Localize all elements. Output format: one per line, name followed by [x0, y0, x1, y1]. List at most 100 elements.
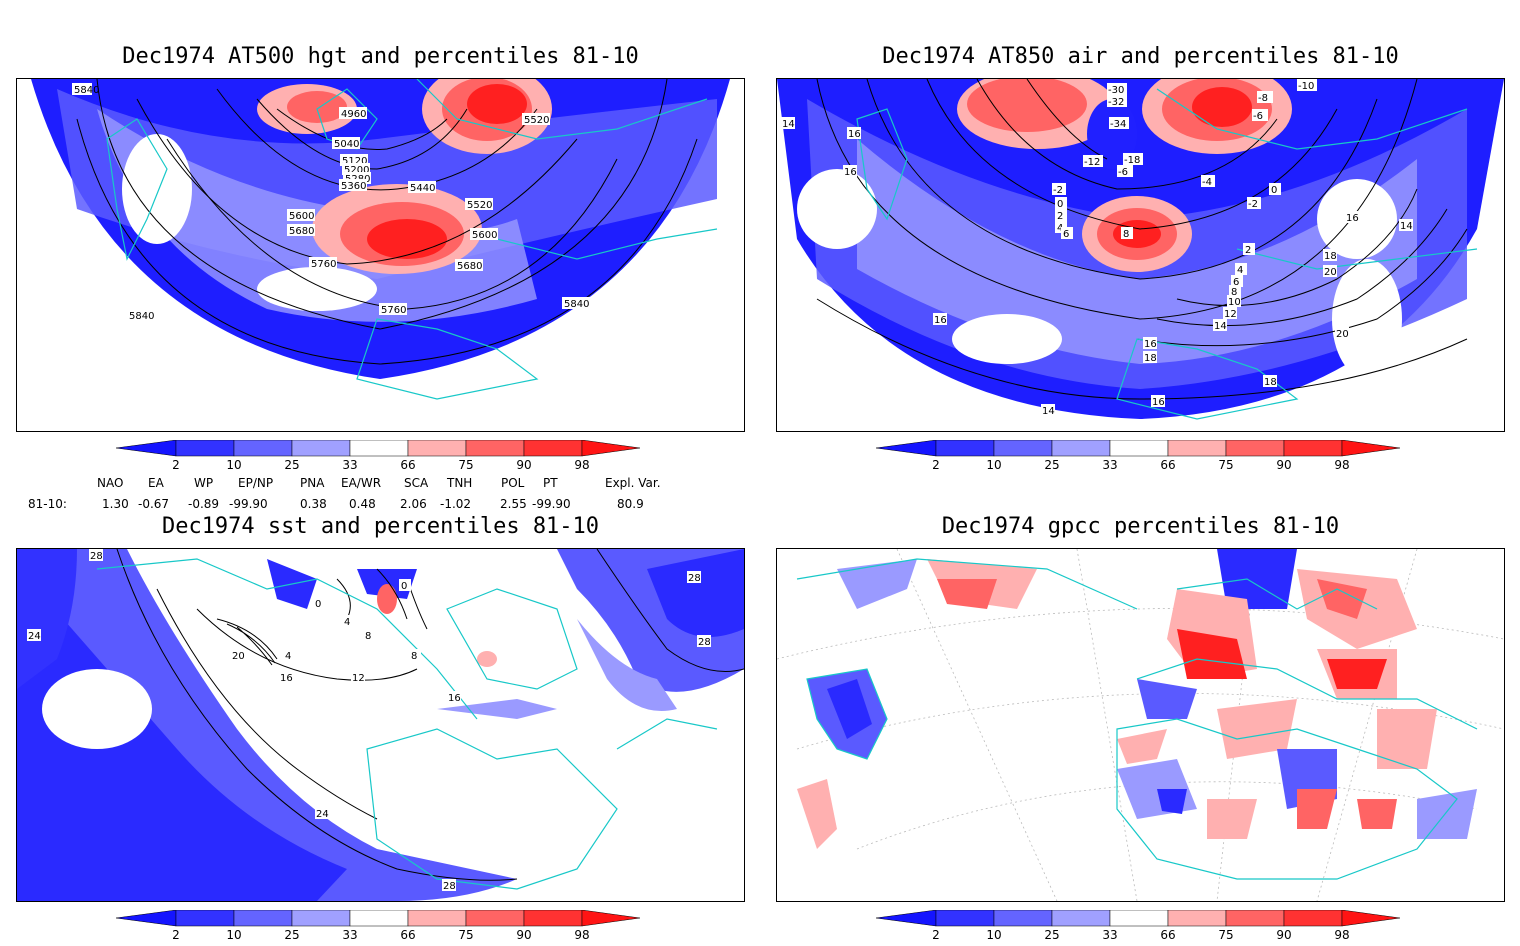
- contour-label: 16: [933, 313, 947, 326]
- contour-label: 5680: [287, 224, 315, 237]
- colorbar-tick-label: 98: [1334, 928, 1349, 942]
- contour-label: 8: [363, 629, 375, 642]
- contour-label: 5440: [408, 181, 436, 194]
- contour-label: 18: [1323, 249, 1337, 262]
- svg-text:12: 12: [352, 673, 365, 684]
- svg-text:5120: 5120: [342, 156, 367, 167]
- colorbar-swatch: [175, 439, 235, 457]
- map-panel-air850: 14 16 16 -30 -32 -34 -10 -8 -6 -12 -18 -…: [776, 78, 1505, 432]
- svg-text:8: 8: [411, 651, 417, 662]
- contour-label: 14: [781, 117, 795, 130]
- colorbar-tick-label: 98: [1334, 458, 1349, 472]
- svg-text:20: 20: [1324, 267, 1337, 278]
- svg-text:20: 20: [1336, 329, 1349, 340]
- colorbar-tick-label: 10: [986, 458, 1001, 472]
- svg-text:5840: 5840: [74, 85, 99, 96]
- index-header: EP/NP: [238, 476, 274, 490]
- colorbar-hgt500: 2 10 25 33 66 75 90 98: [115, 439, 646, 472]
- svg-text:-34: -34: [1110, 119, 1126, 130]
- svg-text:0: 0: [401, 581, 407, 592]
- svg-text:5680: 5680: [289, 226, 314, 237]
- contour-label: -30: [1107, 83, 1127, 96]
- colorbar-arrow-high: [581, 439, 641, 457]
- colorbar-swatch: [349, 909, 409, 927]
- index-header: PT: [543, 476, 558, 490]
- colorbar-svg: 2 10 25 33 66 75 90 98: [875, 439, 1401, 472]
- contour-label: 4: [283, 649, 295, 662]
- svg-text:-30: -30: [1108, 85, 1124, 96]
- contour-label: 16: [1143, 337, 1157, 350]
- contour-label: 0: [1269, 183, 1281, 196]
- index-value: 0.48: [349, 497, 376, 511]
- colorbar-swatch: [1167, 909, 1227, 927]
- index-value: 80.9: [617, 497, 644, 511]
- contour-label: 2: [1243, 243, 1255, 256]
- index-value: 0.38: [300, 497, 327, 511]
- colorbar-tick-label: 2: [932, 928, 940, 942]
- contour-label: 8: [1121, 227, 1133, 240]
- contour-label: -10: [1297, 79, 1317, 92]
- colorbar-tick-label: 66: [1160, 458, 1175, 472]
- contour-label: 5520: [522, 113, 550, 126]
- colorbar-arrow-low: [115, 909, 177, 927]
- contour-label: 0: [399, 579, 411, 592]
- colorbar-tick-label: 75: [1218, 458, 1233, 472]
- contour-label: 8: [1229, 285, 1241, 298]
- svg-text:5520: 5520: [467, 200, 492, 211]
- contour-label: 6: [1061, 227, 1073, 240]
- map-air850: 14 16 16 -30 -32 -34 -10 -8 -6 -12 -18 -…: [777, 79, 1504, 420]
- svg-text:-2: -2: [1053, 185, 1063, 196]
- svg-text:18: 18: [1324, 251, 1337, 262]
- svg-text:-12: -12: [1084, 157, 1100, 168]
- index-value: -99.90: [532, 497, 571, 511]
- contour-label: 0: [313, 597, 325, 610]
- svg-text:-18: -18: [1124, 155, 1140, 166]
- contour-label: -12: [1083, 155, 1103, 168]
- index-header: TNH: [447, 476, 473, 490]
- contour-label: -2: [1052, 183, 1066, 196]
- colorbar-tick-label: 66: [400, 928, 415, 942]
- svg-text:24: 24: [28, 631, 41, 642]
- svg-text:-2: -2: [1248, 199, 1258, 210]
- colorbar-arrow-high: [581, 909, 641, 927]
- contour-label: -2: [1247, 197, 1261, 210]
- colorbar-arrow-high: [1341, 439, 1401, 457]
- svg-text:0: 0: [315, 599, 321, 610]
- contour-label: 5520: [465, 198, 493, 211]
- colorbar-tick-label: 10: [986, 928, 1001, 942]
- contour-label: 18: [1143, 351, 1157, 364]
- contour-label: 5360: [339, 179, 367, 192]
- colorbar-tick-label: 33: [1102, 928, 1117, 942]
- contour-label: 16: [1345, 211, 1359, 224]
- colorbar-swatch: [465, 909, 525, 927]
- colorbar-swatch: [407, 439, 467, 457]
- colorbar-arrow-low: [875, 439, 937, 457]
- colorbar-tick-label: 75: [458, 458, 473, 472]
- svg-text:-8: -8: [1258, 93, 1268, 104]
- colorbar-tick-label: 25: [1044, 928, 1059, 942]
- colorbar-swatch: [1225, 439, 1285, 457]
- svg-text:5760: 5760: [311, 259, 336, 270]
- svg-text:14: 14: [1042, 406, 1055, 417]
- svg-text:16: 16: [934, 315, 947, 326]
- colorbar-tick-label: 33: [342, 458, 357, 472]
- colorbar-tick-label: 2: [932, 458, 940, 472]
- contour-label: 14: [1399, 219, 1413, 232]
- colorbar-tick-label: 10: [226, 928, 241, 942]
- contour-label: 16: [1151, 395, 1165, 408]
- colorbar-tick-label: 75: [458, 928, 473, 942]
- svg-text:28: 28: [698, 637, 711, 648]
- map-panel-hgt500: 5840 4960 5520 5040 5120 5200 5280 5360 …: [16, 78, 745, 432]
- contour-label: 14: [1041, 404, 1055, 417]
- svg-text:5200: 5200: [344, 165, 369, 176]
- colorbar-tick-label: 2: [172, 458, 180, 472]
- colorbar-swatch: [523, 439, 583, 457]
- index-value: -0.89: [188, 497, 220, 511]
- panel-title-sst: Dec1974 sst and percentiles 81-10: [161, 514, 600, 539]
- svg-text:16: 16: [448, 693, 461, 704]
- colorbar-swatch: [1051, 909, 1111, 927]
- index-header: PNA: [300, 476, 325, 490]
- svg-text:2: 2: [1057, 211, 1063, 222]
- svg-text:10: 10: [1228, 297, 1241, 308]
- contour-label: 16: [843, 165, 857, 178]
